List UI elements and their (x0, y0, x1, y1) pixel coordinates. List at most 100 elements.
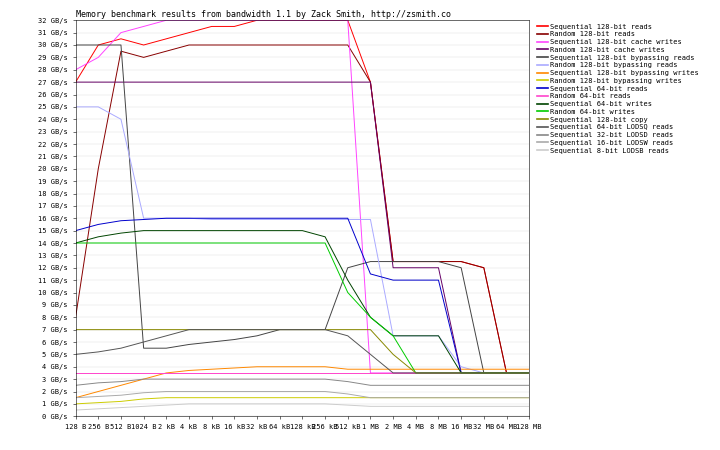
Random 64-bit reads (207, 370, 216, 376)
Sequential 64-bit reads (230, 216, 239, 221)
Sequential 32-bit LODSD reads (117, 379, 125, 384)
Sequential 64-bit reads (321, 216, 330, 221)
Random 128-bit cache writes (253, 79, 261, 85)
Sequential 64-bit LODSQ reads (480, 370, 488, 376)
Sequential 64-bit LODSQ reads (184, 327, 193, 332)
Random 128-bit cache writes (276, 79, 284, 85)
Sequential 64-bit LODSQ reads (276, 327, 284, 332)
Random 64-bit reads (139, 370, 148, 376)
Sequential 16-bit LODSW reads (230, 389, 239, 394)
Line: Sequential 8-bit LODSB reads: Sequential 8-bit LODSB reads (76, 404, 529, 410)
Sequential 16-bit LODSW reads (184, 389, 193, 394)
Text: Memory benchmark results from bandwidth 1.1 by Zack Smith, http://zsmith.co: Memory benchmark results from bandwidth … (76, 10, 451, 19)
Sequential 64-bit reads (162, 216, 171, 221)
Sequential 8-bit LODSB reads (276, 401, 284, 407)
Sequential 8-bit LODSB reads (139, 404, 148, 409)
Random 128-bit bypassing writes (253, 395, 261, 400)
Sequential 128-bit copy (412, 370, 420, 376)
Sequential 64-bit LODSQ reads (321, 327, 330, 332)
Random 128-bit bypassing writes (94, 400, 103, 405)
Sequential 64-bit writes (503, 370, 511, 376)
Random 128-bit bypassing writes (343, 395, 352, 400)
Random 128-bit reads (343, 42, 352, 48)
Sequential 16-bit LODSW reads (366, 395, 375, 400)
Sequential 8-bit LODSB reads (503, 404, 511, 409)
Sequential 128-bit reads (94, 42, 103, 48)
Sequential 128-bit cache writes (253, 18, 261, 23)
Random 128-bit cache writes (457, 370, 466, 376)
Sequential 128-bit cache writes (276, 18, 284, 23)
Random 128-bit bypassing reads (298, 217, 307, 222)
Sequential 32-bit LODSD reads (480, 382, 488, 388)
Random 64-bit writes (298, 240, 307, 246)
Random 64-bit reads (503, 370, 511, 376)
Sequential 64-bit reads (434, 277, 443, 283)
Random 128-bit bypassing writes (480, 395, 488, 400)
Sequential 128-bit cache writes (139, 24, 148, 29)
Sequential 64-bit reads (298, 216, 307, 221)
Sequential 128-bit bypassing writes (525, 366, 534, 372)
Sequential 64-bit reads (184, 216, 193, 221)
Sequential 32-bit LODSD reads (412, 382, 420, 388)
Random 128-bit reads (457, 259, 466, 264)
Sequential 64-bit writes (343, 277, 352, 283)
Sequential 128-bit reads (71, 79, 80, 85)
Sequential 32-bit LODSD reads (343, 379, 352, 384)
Sequential 64-bit writes (298, 228, 307, 234)
Sequential 16-bit LODSW reads (94, 394, 103, 399)
Sequential 64-bit reads (343, 216, 352, 221)
Sequential 128-bit reads (503, 370, 511, 376)
Sequential 32-bit LODSD reads (207, 376, 216, 382)
Sequential 16-bit LODSW reads (276, 389, 284, 394)
Random 128-bit bypassing reads (71, 104, 80, 110)
Random 64-bit reads (321, 370, 330, 376)
Sequential 128-bit reads (298, 18, 307, 23)
Sequential 128-bit bypassing writes (457, 366, 466, 372)
Random 128-bit cache writes (117, 79, 125, 85)
Sequential 8-bit LODSB reads (71, 407, 80, 413)
Sequential 128-bit reads (480, 265, 488, 270)
Sequential 128-bit copy (162, 327, 171, 332)
Random 128-bit bypassing writes (162, 395, 171, 400)
Sequential 64-bit LODSQ reads (298, 327, 307, 332)
Sequential 128-bit bypassing reads (480, 370, 488, 376)
Random 64-bit reads (343, 370, 352, 376)
Sequential 32-bit LODSD reads (321, 376, 330, 382)
Sequential 64-bit writes (230, 228, 239, 234)
Sequential 128-bit reads (253, 18, 261, 23)
Line: Random 128-bit reads: Random 128-bit reads (76, 45, 529, 373)
Sequential 16-bit LODSW reads (412, 395, 420, 400)
Sequential 128-bit bypassing reads (366, 259, 375, 264)
Sequential 128-bit cache writes (184, 18, 193, 23)
Sequential 64-bit LODSQ reads (162, 333, 171, 338)
Sequential 128-bit reads (207, 24, 216, 29)
Sequential 128-bit copy (389, 352, 397, 357)
Random 128-bit reads (298, 42, 307, 48)
Sequential 16-bit LODSW reads (207, 389, 216, 394)
Sequential 128-bit bypassing reads (139, 346, 148, 351)
Sequential 16-bit LODSW reads (139, 390, 148, 396)
Sequential 16-bit LODSW reads (162, 389, 171, 394)
Line: Sequential 128-bit copy: Sequential 128-bit copy (76, 329, 529, 373)
Random 64-bit reads (298, 370, 307, 376)
Line: Random 128-bit bypassing writes: Random 128-bit bypassing writes (76, 398, 529, 404)
Random 128-bit reads (207, 42, 216, 48)
Sequential 128-bit bypassing reads (162, 346, 171, 351)
Legend: Sequential 128-bit reads, Random 128-bit reads, Sequential 128-bit cache writes,: Sequential 128-bit reads, Random 128-bit… (537, 24, 699, 153)
Sequential 64-bit reads (457, 370, 466, 376)
Sequential 128-bit reads (162, 36, 171, 41)
Line: Sequential 64-bit writes: Sequential 64-bit writes (76, 231, 529, 373)
Sequential 128-bit reads (434, 259, 443, 264)
Line: Random 64-bit writes: Random 64-bit writes (76, 243, 529, 373)
Sequential 64-bit reads (480, 370, 488, 376)
Sequential 128-bit cache writes (321, 18, 330, 23)
Sequential 128-bit cache writes (434, 370, 443, 376)
Line: Random 128-bit bypassing reads: Random 128-bit bypassing reads (76, 107, 529, 373)
Sequential 32-bit LODSD reads (503, 382, 511, 388)
Sequential 8-bit LODSB reads (412, 404, 420, 409)
Sequential 128-bit cache writes (117, 30, 125, 36)
Random 128-bit reads (412, 259, 420, 264)
Random 128-bit cache writes (503, 370, 511, 376)
Sequential 8-bit LODSB reads (321, 401, 330, 407)
Random 128-bit bypassing writes (276, 395, 284, 400)
